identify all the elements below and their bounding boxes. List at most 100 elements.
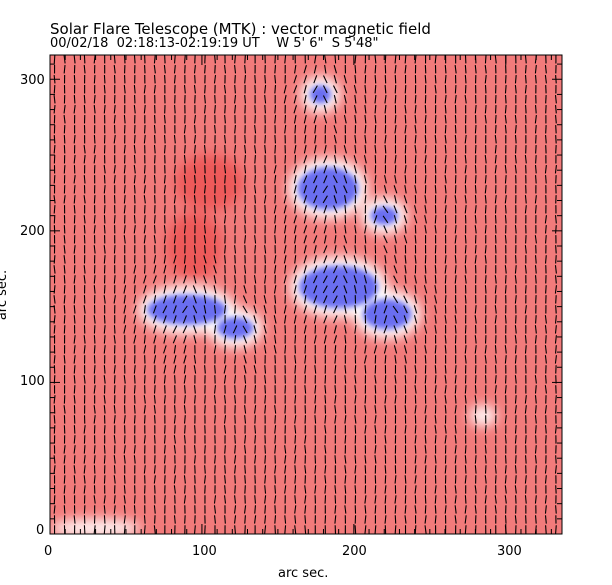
field-vector	[183, 275, 187, 284]
field-vector	[434, 505, 437, 514]
field-vector	[123, 275, 126, 284]
field-vector	[133, 285, 136, 294]
field-vector	[424, 315, 427, 324]
field-vector	[274, 525, 276, 534]
field-vector	[364, 455, 367, 464]
field-vector	[53, 415, 56, 424]
field-vector	[213, 325, 217, 334]
field-vector	[374, 85, 377, 94]
field-vector	[284, 455, 287, 464]
field-vector	[332, 265, 338, 274]
field-vector	[354, 325, 357, 334]
field-vector	[514, 135, 517, 144]
field-vector	[332, 175, 338, 184]
field-vector	[264, 245, 267, 254]
field-vector	[404, 225, 407, 234]
field-vector	[374, 455, 377, 464]
weak-field-region	[50, 518, 142, 534]
field-vector	[333, 305, 338, 314]
field-vector	[293, 75, 298, 84]
field-vector	[494, 505, 497, 514]
field-vector	[444, 135, 447, 144]
field-vector	[393, 315, 398, 324]
field-vector	[474, 175, 477, 184]
field-vector	[123, 115, 126, 124]
field-vector	[474, 315, 477, 324]
field-vector	[424, 115, 427, 124]
field-vector	[143, 215, 146, 224]
field-vector	[93, 245, 96, 254]
field-vector	[524, 75, 527, 84]
field-vector	[233, 335, 237, 344]
field-vector	[464, 135, 467, 144]
x-tick-label: 0	[44, 544, 53, 559]
field-vector	[344, 325, 347, 334]
field-vector	[244, 95, 246, 104]
field-vector	[343, 185, 348, 194]
field-vector	[374, 105, 377, 114]
field-vector	[133, 185, 136, 194]
field-vector	[384, 335, 387, 344]
field-vector	[444, 385, 447, 394]
field-vector	[274, 265, 277, 274]
field-vector	[324, 425, 327, 434]
field-vector	[524, 345, 527, 354]
field-vector	[193, 265, 197, 274]
field-vector	[214, 55, 216, 64]
field-vector	[63, 505, 66, 514]
field-vector	[294, 255, 297, 264]
field-vector	[244, 215, 246, 224]
field-vector	[233, 195, 237, 204]
field-vector	[234, 385, 236, 394]
field-vector	[153, 375, 156, 384]
field-vector	[283, 245, 287, 254]
field-vector	[274, 425, 277, 434]
field-vector	[383, 325, 388, 334]
field-vector	[555, 115, 557, 124]
field-vector	[224, 465, 226, 474]
field-vector	[384, 435, 387, 444]
field-vector	[322, 195, 328, 204]
field-vector	[223, 295, 227, 304]
field-vector	[334, 345, 337, 354]
field-vector	[133, 105, 136, 114]
field-vector	[274, 375, 276, 384]
field-vector	[53, 265, 56, 274]
field-vector	[224, 245, 226, 254]
field-vector	[504, 235, 507, 244]
field-vector	[494, 135, 497, 144]
field-vector	[304, 335, 307, 344]
field-vector	[133, 515, 136, 524]
field-vector	[172, 305, 177, 314]
field-vector	[183, 225, 186, 234]
field-vector	[514, 475, 517, 484]
field-vector	[393, 285, 398, 294]
field-vector	[323, 235, 327, 244]
field-vector	[133, 215, 136, 224]
field-vector	[544, 255, 547, 264]
field-vector	[394, 245, 397, 254]
field-vector	[304, 485, 307, 494]
field-vector	[194, 395, 196, 404]
field-vector	[154, 115, 156, 124]
field-vector	[284, 405, 287, 414]
field-vector	[203, 475, 206, 484]
field-vector	[123, 475, 126, 484]
field-vector	[234, 215, 237, 224]
field-vector	[424, 265, 427, 274]
field-vector	[274, 85, 277, 94]
field-vector	[214, 385, 216, 394]
field-vector	[354, 345, 357, 354]
field-vector	[343, 75, 347, 84]
field-vector	[173, 355, 177, 364]
field-vector	[133, 85, 136, 94]
field-vector	[303, 265, 307, 274]
field-vector	[204, 395, 206, 404]
field-vector	[274, 435, 277, 444]
field-vector	[274, 75, 277, 84]
field-vector	[193, 245, 196, 254]
field-vector	[103, 365, 106, 374]
field-vector	[173, 65, 176, 74]
field-vector	[174, 375, 176, 384]
field-vector	[194, 385, 196, 394]
